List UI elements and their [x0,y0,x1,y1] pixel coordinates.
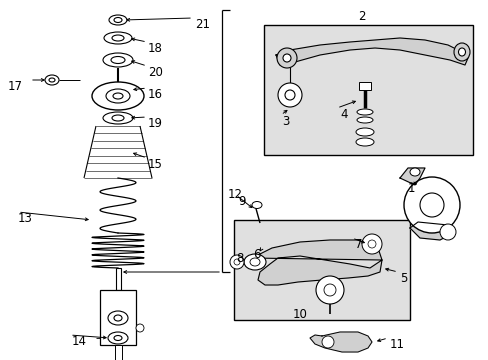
Circle shape [403,177,459,233]
Circle shape [283,54,290,62]
Ellipse shape [356,109,372,115]
Bar [234,220,409,320]
Ellipse shape [45,75,59,85]
Circle shape [321,336,333,348]
Polygon shape [409,222,454,240]
Text: 8: 8 [236,252,243,265]
Text: 5: 5 [399,272,407,285]
Ellipse shape [103,112,133,124]
Polygon shape [251,240,381,285]
Text: 2: 2 [357,10,365,23]
Ellipse shape [111,57,125,63]
Bar [358,82,370,90]
Text: 9: 9 [238,195,245,208]
Circle shape [439,224,455,240]
Text: 21: 21 [195,18,209,31]
Polygon shape [309,332,371,352]
Ellipse shape [229,255,244,269]
Text: 18: 18 [148,42,163,55]
Text: 19: 19 [148,117,163,130]
Polygon shape [399,168,424,185]
Ellipse shape [49,78,55,82]
Ellipse shape [92,82,143,110]
Ellipse shape [114,315,122,321]
Circle shape [367,240,375,248]
Polygon shape [275,38,467,65]
Ellipse shape [112,35,124,41]
Text: 7: 7 [354,238,362,251]
Text: 13: 13 [18,212,33,225]
Ellipse shape [136,324,143,332]
Text: 3: 3 [282,115,289,128]
Ellipse shape [356,117,372,123]
Text: 12: 12 [227,188,243,201]
Circle shape [276,48,296,68]
Circle shape [361,234,381,254]
Text: 10: 10 [292,308,307,321]
Circle shape [419,193,443,217]
Ellipse shape [251,202,262,208]
Circle shape [278,83,302,107]
Ellipse shape [355,138,373,146]
Ellipse shape [355,128,373,136]
Text: 15: 15 [148,158,163,171]
Bar [116,268,121,290]
Ellipse shape [109,15,127,25]
Text: 17: 17 [8,80,23,93]
Text: 14: 14 [72,335,87,348]
Text: 1: 1 [407,182,415,195]
Ellipse shape [106,89,130,103]
Ellipse shape [453,43,469,61]
Ellipse shape [104,32,132,44]
Bar [264,25,472,155]
Text: 11: 11 [389,338,404,351]
Text: 4: 4 [339,108,347,121]
Bar [115,345,122,360]
Bar [100,290,136,345]
Ellipse shape [114,336,122,341]
Ellipse shape [458,48,465,56]
Ellipse shape [112,115,124,121]
Ellipse shape [103,53,133,67]
Ellipse shape [249,258,260,266]
Circle shape [285,90,294,100]
Circle shape [315,276,343,304]
Ellipse shape [244,254,265,270]
Ellipse shape [108,311,128,325]
Ellipse shape [108,332,128,344]
Ellipse shape [234,259,240,265]
Circle shape [324,284,335,296]
Ellipse shape [114,18,122,22]
Ellipse shape [409,168,419,176]
Text: 16: 16 [148,88,163,101]
Text: 20: 20 [148,66,163,79]
Text: 6: 6 [252,248,260,261]
Ellipse shape [113,93,123,99]
